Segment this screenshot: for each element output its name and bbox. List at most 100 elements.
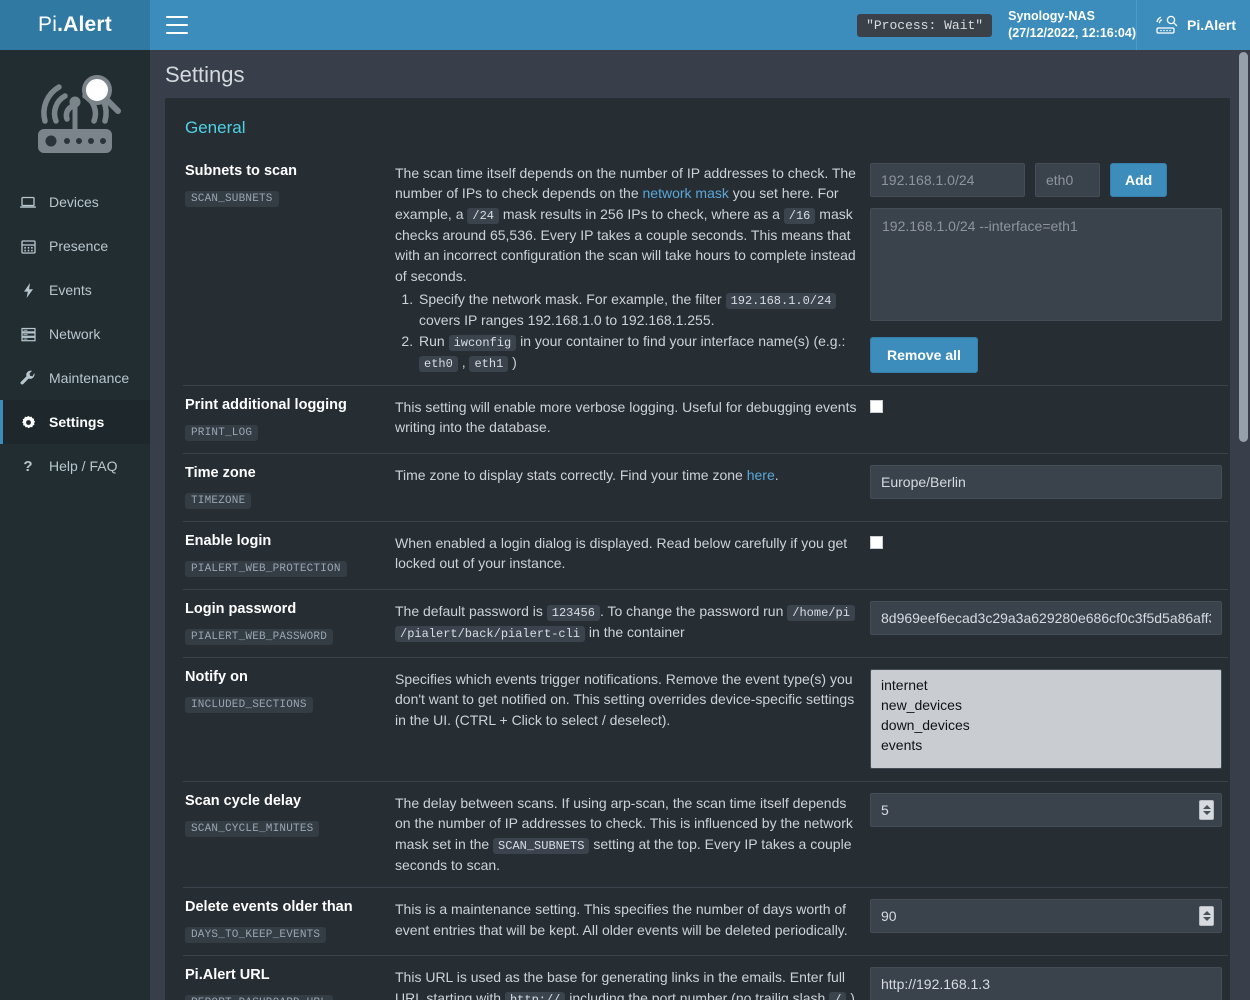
desc-part: in the container (585, 624, 685, 641)
setting-input-cell (868, 955, 1228, 1000)
router-scan-icon (1156, 15, 1178, 34)
setting-desc-cell: The scan time itself depends on the numb… (393, 152, 868, 386)
setting-input-cell (868, 385, 1228, 454)
code-http: http:// (504, 991, 566, 1000)
setting-desc-cell: This is a maintenance setting. This spec… (393, 887, 868, 956)
setting-description: When enabled a login dialog is displayed… (395, 535, 848, 572)
setting-desc-cell: This setting will enable more verbose lo… (393, 385, 868, 454)
desc-part: . To change the password run (599, 603, 788, 619)
setting-title: Subnets to scan (185, 163, 297, 179)
desc-part: mask results in 256 IPs to check, where … (498, 205, 784, 222)
desc-part: setting at the top. Every IP takes a cou… (395, 835, 852, 873)
status-badge: "Process: Wait" (857, 13, 993, 37)
setting-name-cell: Enable login PIALERT_WEB_PROTECTION (183, 521, 393, 590)
sidebar-item-maintenance[interactable]: Maintenance (0, 356, 150, 400)
desc-part: including the port number (no trailig sl… (565, 989, 830, 1000)
setting-row-login-password: Login password PIALERT_WEB_PASSWORD The … (183, 589, 1228, 658)
code-path-2: /pialert/back/pialert-cli (395, 626, 586, 643)
user-menu[interactable]: Pi.Alert (1135, 0, 1250, 50)
desc-part: you set here. For example, a (395, 185, 839, 222)
sidebar-logo (0, 50, 150, 180)
general-panel: General Subnets to scan SCAN_SUBNETS The… (165, 98, 1230, 1000)
setting-code: PRINT_LOG (185, 425, 259, 441)
step-part: , (457, 353, 470, 370)
code-default-password: 123456 (546, 605, 600, 621)
scrollbar-thumb[interactable] (1239, 52, 1248, 442)
vertical-scrollbar[interactable] (1237, 50, 1250, 1000)
timezone-input[interactable] (870, 465, 1222, 499)
bolt-icon (18, 282, 38, 298)
desc-part: The delay between scans. If using arp-sc… (395, 795, 853, 852)
setting-code: SCAN_SUBNETS (185, 191, 279, 207)
code-slash: / (829, 991, 847, 1000)
code-filter-example: 192.168.1.0/24 (725, 292, 837, 309)
desc-part: mask checks around 65,536. Every IP take… (395, 205, 856, 284)
setting-title: Print additional logging (185, 397, 347, 413)
setting-input-cell: internet new_devices down_devices events (868, 657, 1228, 782)
add-button[interactable]: Add (1110, 163, 1168, 197)
setting-input-cell (868, 780, 1228, 888)
interface-input[interactable] (1035, 163, 1100, 197)
sidebar-item-label: Help / FAQ (49, 458, 118, 474)
sidebar-item-presence[interactable]: Presence (0, 224, 150, 268)
setting-description: The delay between scans. If using arp-sc… (395, 793, 862, 875)
list-item[interactable]: internet (881, 677, 928, 693)
desc-part: The scan time itself depends on the numb… (395, 165, 856, 202)
setting-row-scan-cycle: Scan cycle delay SCAN_CYCLE_MINUTES The … (183, 780, 1228, 888)
remove-all-button[interactable]: Remove all (870, 337, 978, 373)
step-part: Specify the network mask. For example, t… (419, 290, 726, 307)
laptop-icon (18, 196, 38, 209)
setting-row-dashboard-url: Pi.Alert URL REPORT_DASHBOARD_URL This U… (183, 955, 1228, 1000)
step-item: Run iwconfig in your container to find y… (417, 331, 862, 373)
subnets-textarea[interactable] (870, 208, 1222, 321)
step-part: Run (419, 332, 449, 349)
sidebar-item-events[interactable]: Events (0, 268, 150, 312)
setting-input-cell (868, 521, 1228, 590)
list-item[interactable]: down_devices (881, 717, 970, 733)
setting-name-cell: Subnets to scan SCAN_SUBNETS (183, 152, 393, 386)
page-title: Settings (165, 62, 245, 87)
setting-row-timezone: Time zone TIMEZONE Time zone to display … (183, 453, 1228, 522)
code-eth0: eth0 (419, 355, 458, 372)
top-navbar: Pi.Alert "Process: Wait" Synology-NAS (2… (0, 0, 1250, 50)
list-item[interactable]: events (881, 737, 923, 753)
setting-description: Specifies which events trigger notificat… (395, 671, 855, 728)
print-log-checkbox[interactable] (870, 400, 883, 413)
login-password-input[interactable] (870, 601, 1222, 635)
scan-cycle-input[interactable] (870, 793, 1222, 827)
setting-input-cell (868, 887, 1228, 956)
setting-input-cell (868, 453, 1228, 522)
sidebar-item-network[interactable]: Network (0, 312, 150, 356)
setting-name-cell: Login password PIALERT_WEB_PASSWORD (183, 589, 393, 658)
list-item[interactable]: new_devices (881, 697, 962, 713)
setting-name-cell: Notify on INCLUDED_SECTIONS (183, 657, 393, 782)
setting-title: Notify on (185, 669, 248, 685)
delete-events-input[interactable] (870, 899, 1222, 934)
server-icon (18, 327, 38, 342)
setting-row-enable-login: Enable login PIALERT_WEB_PROTECTION When… (183, 521, 1228, 590)
sidebar-item-settings[interactable]: Settings (0, 400, 150, 444)
setting-row-scan-subnets: Subnets to scan SCAN_SUBNETS The scan ti… (183, 152, 1228, 386)
setting-name-cell: Pi.Alert URL REPORT_DASHBOARD_URL (183, 955, 393, 1000)
setting-description: Time zone to display stats correctly. Fi… (395, 465, 862, 485)
navbar-body: "Process: Wait" Synology-NAS (27/12/2022… (150, 0, 1250, 50)
hamburger-icon[interactable] (166, 16, 188, 34)
brand-logo[interactable]: Pi.Alert (0, 0, 150, 50)
subnet-input[interactable] (870, 163, 1025, 197)
sidebar-item-help-faq[interactable]: ? Help / FAQ (0, 444, 150, 488)
timezone-here-link[interactable]: here (746, 467, 775, 483)
sidebar-item-devices[interactable]: Devices (0, 180, 150, 224)
host-name: Synology-NAS (1008, 9, 1095, 24)
spinner-icon[interactable] (1199, 906, 1214, 927)
spinner-icon[interactable] (1199, 800, 1214, 820)
enable-login-checkbox[interactable] (870, 536, 883, 549)
sidebar-nav: Devices Presence Events Network Maintena… (0, 180, 150, 488)
step-part: in your container to find your interface… (516, 332, 846, 349)
desc-part: Time zone to display stats correctly. Fi… (395, 467, 747, 483)
dashboard-url-input[interactable] (870, 967, 1222, 1000)
notify-on-multiselect[interactable]: internet new_devices down_devices events (870, 669, 1222, 769)
network-mask-link[interactable]: network mask (642, 185, 729, 202)
sidebar-item-label: Network (49, 326, 101, 342)
desc-part: This URL is used as the base for generat… (395, 969, 846, 1000)
setting-row-notify-on: Notify on INCLUDED_SECTIONS Specifies wh… (183, 657, 1228, 782)
